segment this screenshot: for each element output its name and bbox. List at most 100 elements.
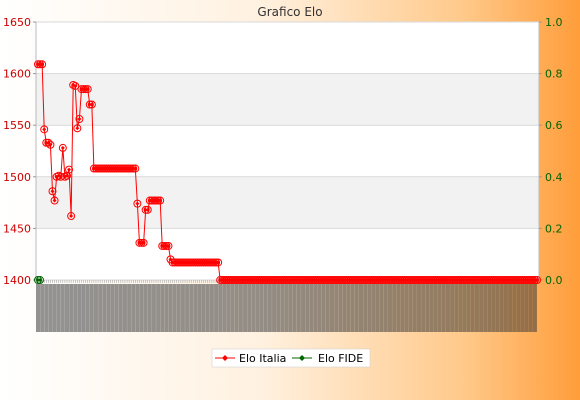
x-tick-label <box>359 284 364 332</box>
x-tick-label <box>226 284 231 332</box>
x-tick-label <box>272 284 277 332</box>
data-point <box>65 165 74 174</box>
x-tick-label <box>280 284 285 332</box>
x-tick-label <box>255 284 260 332</box>
data-point-marker <box>64 173 69 178</box>
x-tick-label <box>52 284 57 332</box>
data-point <box>164 241 173 250</box>
x-tick-label <box>437 284 442 332</box>
y-tick-label: 1400 <box>3 274 31 287</box>
legend-label-italia: Elo Italia <box>239 352 286 365</box>
x-tick-label <box>64 284 69 332</box>
x-tick-label <box>73 284 78 332</box>
y-tick-label: 1550 <box>3 119 31 132</box>
data-point <box>533 276 541 284</box>
x-tick-label <box>458 284 463 332</box>
y2-tick-label: 0.4 <box>545 171 563 184</box>
data-point-marker <box>50 189 55 194</box>
x-tick-label <box>470 284 475 332</box>
x-tick-label <box>516 284 521 332</box>
data-point-marker <box>75 126 80 131</box>
x-tick-label <box>56 284 61 332</box>
x-tick-label <box>127 284 132 332</box>
x-tick-label <box>321 284 326 332</box>
legend-label-fide: Elo FIDE <box>318 352 363 365</box>
plot-bands <box>36 22 539 280</box>
x-tick-label <box>363 284 368 332</box>
x-tick-label <box>466 284 471 332</box>
x-tick-label <box>400 284 405 332</box>
data-point <box>48 187 57 196</box>
x-tick-label <box>143 284 148 332</box>
x-tick-label <box>247 284 252 332</box>
x-tick-label <box>301 284 306 332</box>
x-tick-label <box>416 284 421 332</box>
x-tick-label <box>421 284 426 332</box>
y-tick-label: 1500 <box>3 171 31 184</box>
x-tick-label <box>346 284 351 332</box>
x-tick-label <box>350 284 355 332</box>
x-axis <box>36 280 538 332</box>
data-point <box>214 258 223 267</box>
x-tick-label <box>512 284 517 332</box>
x-tick-label <box>122 284 127 332</box>
data-point <box>36 276 44 284</box>
data-point <box>67 212 76 221</box>
data-point <box>143 205 152 214</box>
x-tick-label <box>495 284 500 332</box>
x-tick-label <box>263 284 268 332</box>
x-tick-label <box>205 284 210 332</box>
plot-band <box>36 176 539 229</box>
plot-band <box>36 22 539 74</box>
x-tick-label <box>508 284 513 332</box>
x-tick-label <box>412 284 417 332</box>
series-layer <box>34 60 541 284</box>
x-tick-label <box>288 284 293 332</box>
x-tick-label <box>342 284 347 332</box>
legend: Elo Italia Elo FIDE <box>211 348 371 368</box>
data-point-marker <box>89 102 94 107</box>
x-tick-label <box>176 284 181 332</box>
x-tick-label <box>238 284 243 332</box>
x-tick-label <box>408 284 413 332</box>
x-tick-label <box>499 284 504 332</box>
data-point <box>131 164 140 173</box>
x-tick-label <box>491 284 496 332</box>
data-point <box>139 238 148 247</box>
legend-box <box>211 348 371 368</box>
x-tick-label <box>330 284 335 332</box>
x-tick-label <box>222 284 227 332</box>
data-point-marker <box>158 198 163 203</box>
x-tick-label <box>106 284 111 332</box>
x-tick-label <box>193 284 198 332</box>
x-tick-label <box>296 284 301 332</box>
x-tick-label <box>383 284 388 332</box>
data-point <box>156 196 165 205</box>
x-tick-label <box>305 284 310 332</box>
y-tick-label: 1600 <box>3 68 31 81</box>
data-point <box>40 125 49 134</box>
x-tick-label <box>276 284 281 332</box>
x-tick-label <box>520 284 525 332</box>
x-tick-label <box>209 284 214 332</box>
x-tick-label <box>445 284 450 332</box>
x-tick-label <box>230 284 235 332</box>
data-point-marker <box>60 145 65 150</box>
x-tick-label <box>180 284 185 332</box>
x-tick-label <box>375 284 380 332</box>
x-tick-label <box>36 284 40 332</box>
x-tick-label <box>135 284 140 332</box>
x-tick-label <box>164 284 169 332</box>
x-tick-label <box>77 284 82 332</box>
x-tick-label <box>93 284 98 332</box>
x-tick-label <box>528 284 533 332</box>
x-tick-label <box>110 284 115 332</box>
x-tick-label <box>338 284 343 332</box>
x-tick-label <box>450 284 455 332</box>
x-tick-label <box>325 284 330 332</box>
data-point-marker <box>145 207 150 212</box>
x-tick-label <box>441 284 446 332</box>
x-tick-label <box>433 284 438 332</box>
x-tick-label <box>392 284 397 332</box>
x-tick-label <box>85 284 90 332</box>
